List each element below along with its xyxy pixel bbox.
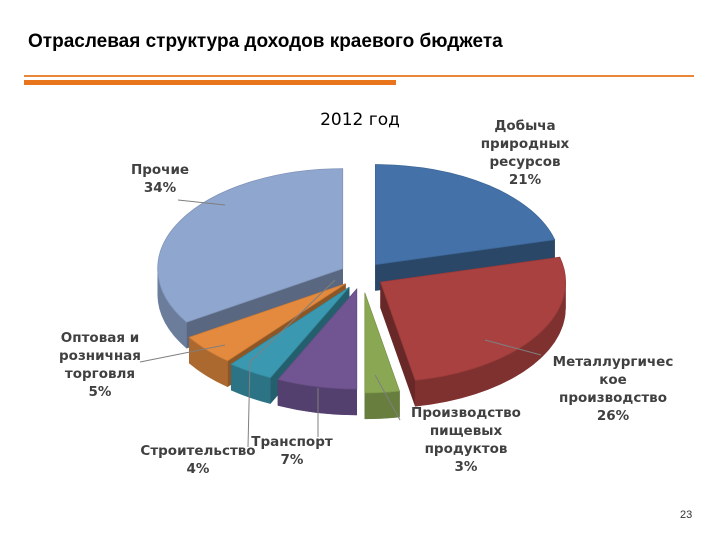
slice-label-1: Добыча природных ресурсов 21% xyxy=(481,118,570,188)
slice-labels: Добыча природных ресурсов 21% Металлургичес к… xyxy=(59,118,673,477)
slice-label-2: Металлургичес кое производство 26% xyxy=(553,354,674,424)
slice-value-label: 4% xyxy=(187,461,210,477)
slice-name-line: продуктов xyxy=(425,441,508,457)
slice-name-line: Транспорт xyxy=(251,434,333,450)
slice-name-line: розничная xyxy=(59,348,141,364)
title-accent-bar xyxy=(24,80,396,85)
slice-top xyxy=(380,256,566,381)
slice-top xyxy=(277,287,358,390)
slice-name-line: Производство xyxy=(411,405,521,421)
slice-value-label: 5% xyxy=(89,384,112,400)
slide-title: Отраслевая структура доходов краевого бю… xyxy=(28,31,503,52)
slice-name-line: пищевых xyxy=(430,423,503,439)
title-divider-line xyxy=(24,75,694,77)
slice-top xyxy=(375,164,556,266)
slice-name-line: производство xyxy=(559,390,667,406)
slice-name-line: природных xyxy=(481,136,570,152)
slice-value-label: 7% xyxy=(281,452,304,468)
slice-value-label: 34% xyxy=(144,180,177,196)
leader-line-7 xyxy=(177,199,226,206)
leader-lines xyxy=(139,199,542,448)
leader-line-2 xyxy=(484,339,542,356)
slice-value-label: 21% xyxy=(509,172,542,188)
slice-value-label: 26% xyxy=(597,408,630,424)
slice-label-7: Прочие 34% xyxy=(131,162,189,196)
slice-rim xyxy=(364,390,400,420)
pie-slices xyxy=(157,164,566,420)
slice-4 xyxy=(277,287,358,416)
slice-name-line: Металлургичес xyxy=(553,354,674,370)
slice-top xyxy=(157,168,344,323)
slice-top xyxy=(188,283,346,362)
slice-label-3: Производство пищевых продуктов 3% xyxy=(411,405,521,475)
slice-name-line: торговля xyxy=(65,366,135,382)
slice-label-4: Транспорт 7% xyxy=(251,434,333,468)
leader-line-3 xyxy=(374,374,401,421)
slice-name-line: Строительство xyxy=(140,443,255,459)
slice-name-line: ресурсов xyxy=(489,154,560,170)
leader-line-6 xyxy=(139,344,226,363)
page-number: 23 xyxy=(680,509,693,521)
slice-top xyxy=(364,292,401,394)
slice-name-line: Добыча xyxy=(494,118,555,134)
slice-name-line: Прочие xyxy=(131,162,189,178)
slice-3 xyxy=(364,292,401,420)
leader-line-5 xyxy=(247,279,336,448)
slice-value-label: 3% xyxy=(455,459,478,475)
slice-label-5: Строительство 4% xyxy=(140,443,255,477)
chart-title: 2012 год xyxy=(320,110,400,130)
slice-name-line: кое xyxy=(599,372,627,388)
slice-2 xyxy=(380,256,566,407)
slice-label-6: Оптовая и розничная торговля 5% xyxy=(59,330,141,400)
slice-name-line: Оптовая и xyxy=(61,330,139,346)
